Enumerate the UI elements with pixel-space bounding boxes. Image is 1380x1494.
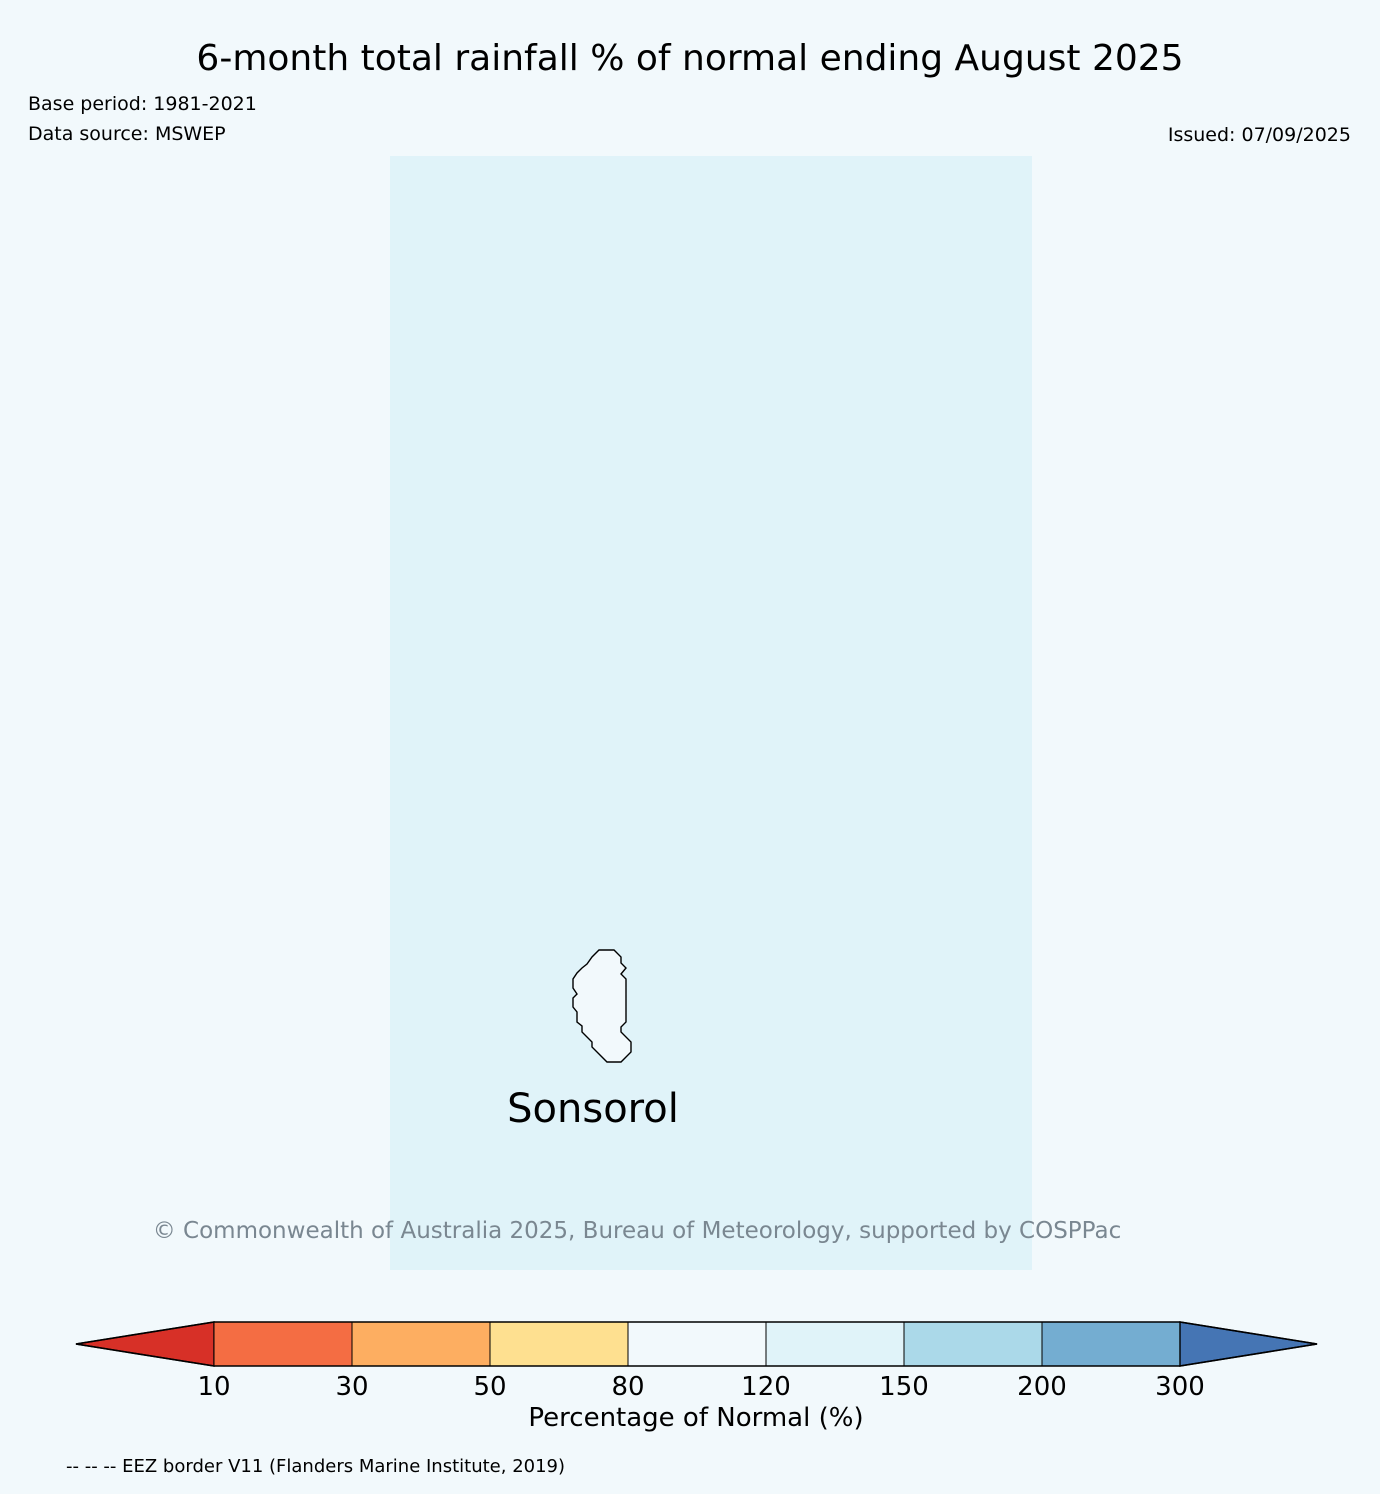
colorbar-segment-30-50 bbox=[351, 1321, 491, 1367]
map-background bbox=[390, 156, 1032, 1270]
colorbar bbox=[75, 1321, 1318, 1367]
island-label: Sonsorol bbox=[507, 1086, 679, 1132]
map-title: 6-month total rainfall % of normal endin… bbox=[196, 38, 1184, 79]
colorbar-tick-label: 300 bbox=[1155, 1372, 1205, 1402]
sonsorol-island-outline bbox=[572, 949, 632, 1063]
base-period-text: Base period: 1981-2021 bbox=[28, 93, 257, 115]
colorbar-segment-50-80 bbox=[489, 1321, 629, 1367]
colorbar-segment-120-150 bbox=[765, 1321, 905, 1367]
colorbar-tick-label: 50 bbox=[473, 1372, 507, 1402]
colorbar-extend-high bbox=[1179, 1321, 1318, 1367]
colorbar-tick-label: 150 bbox=[879, 1372, 929, 1402]
colorbar-label: Percentage of Normal (%) bbox=[528, 1403, 864, 1433]
eez-border-footnote: -- -- -- EEZ border V11 (Flanders Marine… bbox=[66, 1456, 566, 1477]
colorbar-tick-label: 30 bbox=[335, 1372, 369, 1402]
colorbar-segment-80-120 bbox=[627, 1321, 767, 1367]
issued-date-text: Issued: 07/09/2025 bbox=[1167, 124, 1351, 146]
rainfall-map: Sonsorol bbox=[390, 156, 1032, 1270]
colorbar-extend-low bbox=[75, 1321, 215, 1367]
colorbar-outline bbox=[75, 1321, 1318, 1367]
data-source-text: Data source: MSWEP bbox=[28, 123, 226, 145]
copyright-text: © Commonwealth of Australia 2025, Bureau… bbox=[152, 1218, 1122, 1244]
colorbar-segment-150-200 bbox=[903, 1321, 1043, 1367]
colorbar-tick-label: 120 bbox=[741, 1372, 791, 1402]
colorbar-segment-10-30 bbox=[213, 1321, 353, 1367]
colorbar-segment-200-300 bbox=[1041, 1321, 1181, 1367]
colorbar-tick-label: 80 bbox=[611, 1372, 645, 1402]
colorbar-tick-label: 200 bbox=[1017, 1372, 1067, 1402]
colorbar-tick-label: 10 bbox=[197, 1372, 231, 1402]
